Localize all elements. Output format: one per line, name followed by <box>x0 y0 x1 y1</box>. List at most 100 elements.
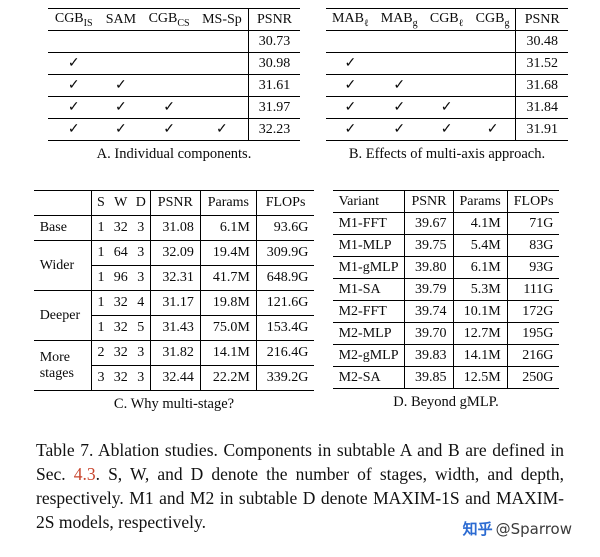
cell-value: 32.44 <box>150 365 201 391</box>
cell-value: 5.3M <box>453 278 508 301</box>
row-group-label: More stages <box>33 340 93 391</box>
cell-value: 31.43 <box>150 315 201 341</box>
empty-cell <box>99 52 143 75</box>
cell-value: 1 <box>91 265 110 291</box>
cell-value: 39.67 <box>404 212 454 235</box>
table-row: Wider 1 64 3 32.09 19.4M 309.9G <box>33 240 315 291</box>
table-row: M1-SA 39.79 5.3M 111G <box>332 278 560 301</box>
column-header: S <box>91 190 110 216</box>
variant-name: M1-SA <box>332 278 406 301</box>
variant-name: M2-FFT <box>332 300 406 323</box>
variant-name: M2-MLP <box>332 322 406 345</box>
cell-value: 6.1M <box>200 215 257 241</box>
checkmark: ✓ <box>326 118 375 141</box>
checkmark: ✓ <box>99 74 143 97</box>
column-header: PSNR <box>515 8 568 31</box>
table-multi-axis-effects: MABℓ MABg CGBℓ CGBg PSNR 30.48 ✓ 31.52 ✓ ✓ 31.68 ✓ ✓… <box>326 8 568 141</box>
cell-value: 648.9G <box>256 265 315 291</box>
column-header: Params <box>453 190 508 213</box>
cell-value: 31.08 <box>150 215 201 241</box>
column-header: PSNR <box>404 190 454 213</box>
table-row: ✓ 30.98 <box>47 52 301 75</box>
subtable-d: Variant PSNR Params FLOPs M1-FFT 39.67 4.1M 71G… <box>318 190 574 411</box>
column-header: MABg <box>374 8 424 31</box>
column-header: W <box>109 190 132 216</box>
cell-value: 71G <box>507 212 560 235</box>
header-text: SAM <box>105 11 137 27</box>
cell-value: 1 <box>91 315 110 341</box>
column-header: D <box>131 190 151 216</box>
empty-cell <box>142 30 197 53</box>
checkmark: ✓ <box>196 118 249 141</box>
cell-value: 1 <box>91 240 110 266</box>
table-individual-components: CGBIS SAM CGBCS MS-Sp PSNR 30.73 ✓ 30.98 ✓ ✓ 31.61… <box>47 8 301 141</box>
header-subscript: IS <box>83 17 93 29</box>
column-header: SAM <box>99 8 143 31</box>
checkmark: ✓ <box>326 74 375 97</box>
table-row: M2-FFT 39.74 10.1M 172G <box>332 300 560 323</box>
checkmark: ✓ <box>423 96 470 119</box>
header-text: CGB <box>429 10 459 26</box>
cell-value: 14.1M <box>200 340 257 366</box>
cell-value: 1 <box>91 215 110 241</box>
checkmark: ✓ <box>374 118 424 141</box>
empty-cell <box>423 30 470 53</box>
table-row: ✓ ✓ ✓ 31.97 <box>47 96 301 119</box>
column-header: CGBCS <box>142 8 197 31</box>
cell-value: 39.83 <box>404 344 454 367</box>
cell-value: 75.0M <box>200 315 257 341</box>
table-row: ✓ 31.52 <box>326 52 568 75</box>
header-text: CGB <box>54 10 84 26</box>
cell-value: 1 <box>91 290 110 316</box>
checkmark: ✓ <box>99 118 143 141</box>
cell-value: 250G <box>507 366 560 389</box>
empty-cell <box>99 30 143 53</box>
subtable-c-caption: C. Why multi-stage? <box>113 396 235 412</box>
cell-value: 32 <box>109 315 132 341</box>
header-row: S W D PSNR Params FLOPs <box>33 190 315 216</box>
subtable-b-caption: B. Effects of multi-axis approach. <box>348 146 546 162</box>
table-row: 1 32 5 31.43 75.0M 153.4G <box>34 315 315 341</box>
psnr-value: 32.23 <box>247 118 301 141</box>
caption-text-after-link: . S, W, and D denote the number of stage… <box>36 464 564 532</box>
checkmark: ✓ <box>99 96 143 119</box>
cell-value: 3 <box>131 215 151 241</box>
header-text: CGB <box>475 10 505 26</box>
variant-name: M2-gMLP <box>332 344 406 367</box>
table-row: ✓ ✓ ✓ ✓ 31.91 <box>326 118 568 141</box>
psnr-value: 31.68 <box>515 74 568 97</box>
variant-name: M1-MLP <box>332 234 406 257</box>
cell-value: 19.8M <box>200 290 257 316</box>
cell-value: 12.5M <box>453 366 508 389</box>
variant-name: M1-gMLP <box>332 256 406 279</box>
empty-cell <box>469 74 516 97</box>
empty-cell <box>374 30 424 53</box>
cell-value: 93.6G <box>256 215 315 241</box>
column-header: MS-Sp <box>196 8 249 31</box>
subtable-a-caption: A. Individual components. <box>96 146 252 162</box>
table-row: 3 32 3 32.44 22.2M 339.2G <box>34 365 315 391</box>
empty-cell <box>326 30 375 53</box>
empty-cell <box>142 52 197 75</box>
zhihu-brand-text: 知乎 <box>462 520 493 538</box>
psnr-value: 31.91 <box>515 118 568 141</box>
cell-value: 31.17 <box>150 290 201 316</box>
empty-cell <box>196 74 249 97</box>
checkmark: ✓ <box>423 118 470 141</box>
cell-value: 339.2G <box>256 365 315 391</box>
cell-value: 39.79 <box>404 278 454 301</box>
empty-cell <box>374 52 424 75</box>
table-row: ✓ ✓ 31.61 <box>47 74 301 97</box>
row-group-label: Base <box>33 215 93 241</box>
table-row: More stages 2 32 3 31.82 14.1M 216.4G <box>33 340 315 391</box>
table-row: M2-MLP 39.70 12.7M 195G <box>332 322 560 345</box>
column-header: FLOPs <box>507 190 560 213</box>
table-row: Deeper 1 32 4 31.17 19.8M 121.6G <box>33 290 315 341</box>
empty-cell <box>142 74 197 97</box>
empty-cell <box>196 30 249 53</box>
table-row: M2-gMLP 39.83 14.1M 216G <box>332 344 560 367</box>
table-why-multi-stage: S W D PSNR Params FLOPs Base 1 32 3 31.08 6.1M 93.6G… <box>33 190 315 391</box>
cell-value: 3 <box>131 340 151 366</box>
table-row: ✓ ✓ 31.68 <box>326 74 568 97</box>
section-reference-link[interactable]: 4.3 <box>73 464 96 484</box>
